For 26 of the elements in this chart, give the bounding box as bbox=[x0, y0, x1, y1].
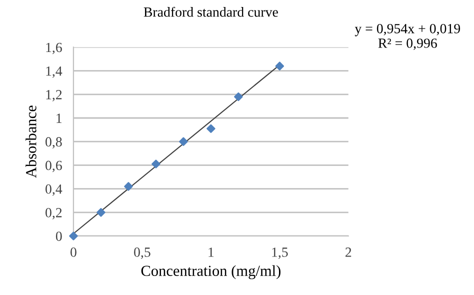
x-tick-label: 1,5 bbox=[272, 248, 288, 259]
point bbox=[206, 124, 216, 133]
chart-title: Bradford standard curve bbox=[144, 6, 278, 17]
text: y = 0,954x + 0,019 R² = 0,996 bbox=[354, 24, 460, 50]
y-tick-label: 0,6 bbox=[46, 160, 62, 172]
x-tick-label: 2 bbox=[346, 248, 352, 257]
point bbox=[124, 182, 133, 191]
y-tick-label: 1,2 bbox=[46, 90, 62, 102]
x-axis-title: Concentration (mg/ml) bbox=[141, 265, 280, 280]
y-tick-label: 0 bbox=[56, 232, 62, 241]
y-tick-label: 1 bbox=[56, 114, 62, 123]
y-tick-label: 1,6 bbox=[46, 42, 62, 54]
point bbox=[179, 137, 188, 146]
point bbox=[234, 92, 243, 102]
y-tick-label: 0,2 bbox=[46, 208, 62, 220]
x-tick-label: 1 bbox=[208, 248, 214, 257]
point bbox=[275, 62, 284, 70]
y-tick-label: 1,4 bbox=[46, 66, 62, 78]
x-tick-label: 0,5 bbox=[134, 248, 150, 259]
point bbox=[96, 208, 106, 217]
y-axis-title: Absorbance bbox=[26, 106, 36, 178]
x-tick-label: 0 bbox=[70, 248, 76, 257]
y-tick-label: 0,4 bbox=[46, 184, 62, 196]
point bbox=[152, 160, 160, 168]
point bbox=[69, 232, 78, 240]
y-tick-label: 0,8 bbox=[46, 137, 62, 149]
